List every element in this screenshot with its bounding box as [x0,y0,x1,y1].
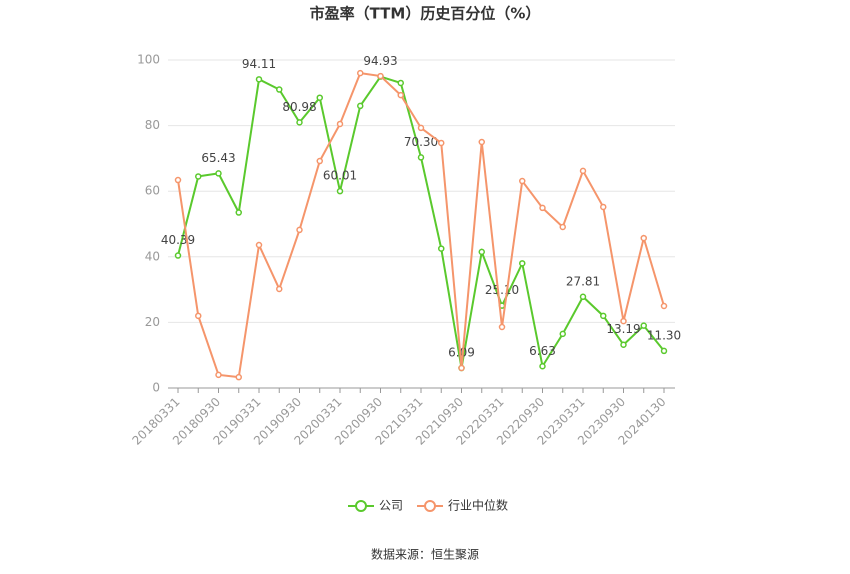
data-point [640,234,647,242]
data-point [579,293,587,301]
legend-label: 行业中位数 [448,498,508,513]
data-point [397,79,404,87]
data-label: 27.81 [566,274,600,288]
data-point [579,167,587,175]
data-point [235,209,242,216]
data-point [539,363,546,370]
data-point [519,177,526,185]
y-tick-label: 40 [145,249,160,263]
data-point [215,371,222,379]
data-point [559,223,566,231]
data-point [336,120,344,128]
legend-label: 公司 [379,499,403,513]
data-point [195,173,202,180]
data-point [660,347,668,355]
y-tick-label: 60 [145,184,160,198]
series-line [177,75,665,369]
data-label: 60.01 [323,169,357,183]
data-point [316,94,323,101]
chart-title: 市盈率（TTM）历史百分位（%） [310,5,541,23]
data-point [195,312,202,320]
data-point [600,312,607,320]
data-point [336,187,344,195]
data-point [458,364,465,372]
y-tick-label: 20 [145,315,160,329]
data-label: 80.98 [282,100,316,114]
data-point [215,170,222,177]
data-point [417,124,425,132]
data-point [519,260,526,267]
data-label: 11.30 [647,328,681,342]
series-line [177,72,665,379]
data-point [438,245,445,252]
data-point [377,72,384,80]
data-label: 40.39 [161,233,195,247]
data-point [478,138,485,146]
data-label: 6.63 [529,344,556,358]
data-point [640,322,647,329]
data-point [276,285,283,293]
data-point [357,69,364,77]
data-point [255,241,263,249]
data-label: 13.19 [606,322,640,336]
data-point [174,176,182,184]
data-point [539,204,546,212]
data-point [296,119,303,126]
source-note: 数据来源：恒生聚源 [371,547,479,562]
data-point [600,203,607,211]
data-label: 6.09 [448,346,475,360]
data-point [620,317,627,325]
legend-swatch [424,500,437,512]
data-point [620,341,627,348]
data-point [660,302,668,310]
legend-swatch [355,500,367,512]
data-point [235,373,242,381]
data-label: 94.93 [363,54,397,68]
y-tick-label: 80 [145,118,160,132]
y-tick-label: 0 [152,381,160,395]
data-point [397,91,404,99]
data-point [296,226,303,234]
data-point [276,86,283,93]
data-point [174,252,182,259]
y-tick-label: 100 [137,53,160,67]
data-label: 25.10 [485,283,519,297]
data-label: 65.43 [201,151,235,165]
data-label: 94.11 [242,57,276,71]
data-point [559,330,566,338]
data-point [316,157,323,165]
data-point [498,323,506,331]
data-point [255,76,263,83]
data-point [357,102,364,110]
data-point [417,154,425,161]
data-point [438,139,445,147]
data-point [478,248,485,256]
data-label: 70.30 [404,135,438,149]
